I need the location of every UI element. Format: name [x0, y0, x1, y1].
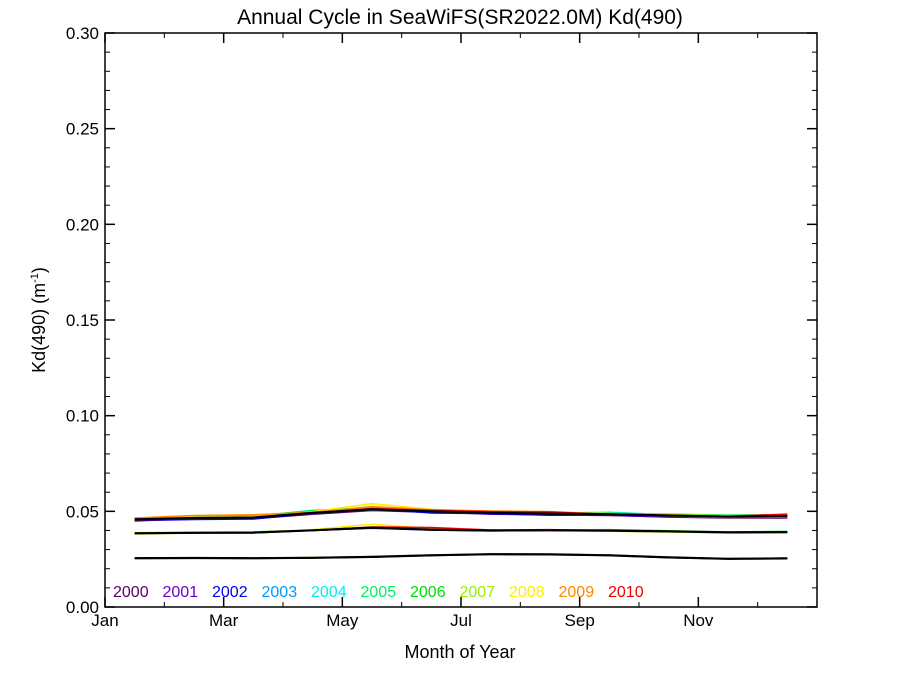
legend-item-2001: 2001 [163, 584, 199, 601]
y-tick-label: 0.15 [66, 311, 99, 330]
y-tick-label: 0.00 [66, 598, 99, 617]
x-tick-label: Mar [209, 611, 239, 630]
series-lines [134, 502, 788, 560]
legend-item-2006: 2006 [410, 584, 446, 601]
legend-item-2009: 2009 [559, 584, 595, 601]
legend-item-2007: 2007 [460, 584, 496, 601]
series-line-middle-mean [134, 526, 788, 535]
legend-item-2000: 2000 [113, 584, 149, 601]
plot-border [104, 32, 818, 608]
y-tick-label: 0.10 [66, 407, 99, 426]
series-line-upper-mean [134, 508, 788, 521]
legend-item-2002: 2002 [212, 584, 248, 601]
y-tick-label: 0.25 [66, 120, 99, 139]
legend-item-2003: 2003 [262, 584, 298, 601]
x-tick-label: Sep [565, 611, 595, 630]
legend-item-2004: 2004 [311, 584, 347, 601]
axis-ticks: 0.00 0.05 0.10 0.15 0.20 0.25 0.30 Jan Mar May Jul… [66, 24, 817, 630]
chart-title: Annual Cycle in SeaWiFS(SR2022.0M) Kd(49… [237, 6, 683, 29]
x-tick-label: Jan [91, 611, 118, 630]
x-tick-label: May [326, 611, 359, 630]
legend: 2000 2001 2002 2003 2004 2005 2006 2007 2008 2009… [113, 584, 644, 601]
y-axis-label: Kd(490) (m-1) [29, 267, 49, 373]
y-tick-label: 0.30 [66, 24, 99, 43]
legend-item-2005: 2005 [361, 584, 397, 601]
y-axis-label-superscript: -1 [29, 273, 41, 283]
x-tick-label: Nov [683, 611, 714, 630]
legend-item-2008: 2008 [509, 584, 545, 601]
y-tick-label: 0.20 [66, 215, 99, 234]
plot-area [104, 32, 818, 608]
y-tick-label: 0.05 [66, 502, 99, 521]
series-line-lower-mean [134, 553, 788, 560]
x-tick-label: Jul [450, 611, 472, 630]
legend-item-2010: 2010 [608, 584, 644, 601]
x-axis-label: Month of Year [404, 642, 515, 662]
y-axis-label-close: ) [29, 267, 49, 273]
y-axis-label-main: Kd(490) (m [29, 283, 49, 373]
